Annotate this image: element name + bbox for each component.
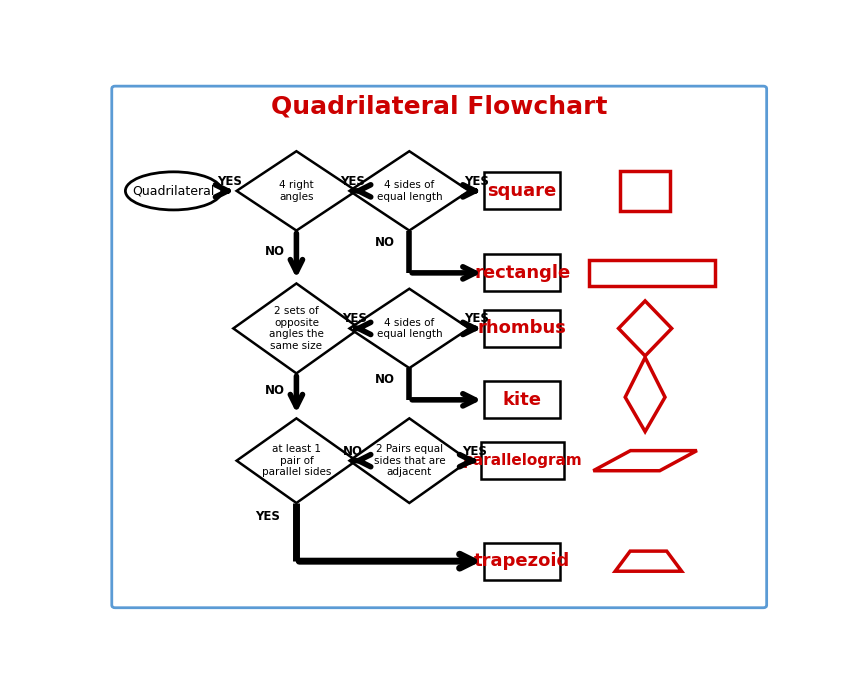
Text: parallelogram: parallelogram <box>463 453 582 468</box>
Text: NO: NO <box>375 236 395 249</box>
Text: 4 sides of
equal length: 4 sides of equal length <box>376 180 442 202</box>
Bar <box>481 442 564 480</box>
Bar <box>484 310 560 347</box>
Text: kite: kite <box>503 391 542 409</box>
Text: 2 sets of
opposite
angles the
same size: 2 sets of opposite angles the same size <box>269 306 324 351</box>
Text: YES: YES <box>463 444 488 458</box>
Polygon shape <box>237 418 357 503</box>
Text: NO: NO <box>343 444 363 458</box>
Text: NO: NO <box>375 373 395 386</box>
Polygon shape <box>625 357 665 431</box>
Text: YES: YES <box>255 510 279 523</box>
FancyBboxPatch shape <box>111 86 767 608</box>
Polygon shape <box>619 301 672 356</box>
Polygon shape <box>350 151 469 231</box>
Text: YES: YES <box>464 313 489 326</box>
Text: Quadrilateral Flowchart: Quadrilateral Flowchart <box>271 94 608 118</box>
Text: YES: YES <box>464 175 489 188</box>
Polygon shape <box>593 451 697 471</box>
Text: YES: YES <box>217 175 242 188</box>
Text: YES: YES <box>342 313 367 326</box>
Bar <box>484 543 560 580</box>
Bar <box>620 171 670 211</box>
Text: 4 right
angles: 4 right angles <box>279 180 314 202</box>
Polygon shape <box>233 284 360 374</box>
Text: 4 sides of
equal length: 4 sides of equal length <box>376 317 442 339</box>
Text: rectangle: rectangle <box>474 264 571 282</box>
Text: trapezoid: trapezoid <box>474 552 571 570</box>
Text: square: square <box>488 182 557 200</box>
Text: NO: NO <box>265 245 285 258</box>
Polygon shape <box>615 551 681 571</box>
Bar <box>589 260 715 286</box>
Bar <box>484 254 560 291</box>
Polygon shape <box>350 289 469 368</box>
Text: 2 Pairs equal
sides that are
adjacent: 2 Pairs equal sides that are adjacent <box>374 444 445 477</box>
Ellipse shape <box>125 172 222 210</box>
Bar <box>484 172 560 210</box>
Text: rhombus: rhombus <box>478 319 566 337</box>
Text: NO: NO <box>265 384 285 397</box>
Text: YES: YES <box>340 175 365 188</box>
Text: Quadrilateral: Quadrilateral <box>132 184 215 197</box>
Polygon shape <box>350 418 469 503</box>
Text: at least 1
pair of
parallel sides: at least 1 pair of parallel sides <box>261 444 331 477</box>
Bar <box>484 381 560 418</box>
Polygon shape <box>237 151 357 231</box>
